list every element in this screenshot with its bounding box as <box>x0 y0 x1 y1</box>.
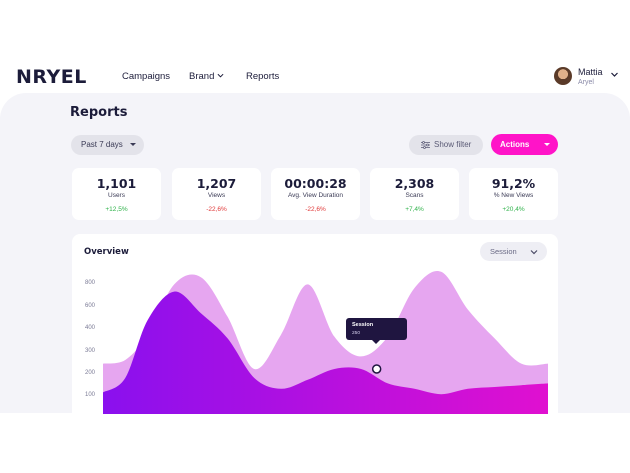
kpi-card-avg-view-duration[interactable]: 00:00:28 Avg. View Duration -22,6% <box>271 168 360 220</box>
kpi-value: 1,207 <box>196 176 237 191</box>
nav-campaigns-label: Campaigns <box>122 71 171 82</box>
nav-brand-label: Brand <box>189 71 215 82</box>
user-name: Mattia <box>578 67 603 77</box>
kpi-card-views[interactable]: 1,207 Views -22,6% <box>172 168 261 220</box>
kpi-label: Scans <box>405 192 424 199</box>
overview-panel: Overview Session 800 600 400 300 200 100… <box>72 234 558 414</box>
kpi-delta: +12,5% <box>105 206 128 213</box>
y-tick-label: 200 <box>85 370 96 376</box>
date-range-select[interactable]: Past 7 days <box>71 135 144 155</box>
kpi-card-new-views[interactable]: 91,2% % New Views +20,4% <box>469 168 558 220</box>
kpi-delta: -22,6% <box>206 206 227 213</box>
kpi-label: Users <box>108 192 125 199</box>
kpi-card-users[interactable]: 1,101 Users +12,5% <box>72 168 161 220</box>
tooltip-title: Session <box>352 322 374 328</box>
kpi-label: Avg. View Duration <box>287 192 344 199</box>
kpi-card-scans[interactable]: 2,308 Scans +7,4% <box>370 168 459 220</box>
date-range-label: Past 7 days <box>81 140 123 149</box>
nav-brand[interactable]: Brand <box>189 71 224 82</box>
caret-down-icon <box>130 143 136 146</box>
kpi-label: % New Views <box>493 192 534 199</box>
metric-select[interactable]: Session <box>480 242 547 261</box>
user-brand: Aryel <box>578 79 594 86</box>
show-filter-label: Show filter <box>434 140 472 149</box>
nav-reports-label: Reports <box>246 71 280 82</box>
kpi-delta: +7,4% <box>405 206 424 213</box>
chevron-down-icon <box>530 250 538 255</box>
y-tick-label: 300 <box>85 348 96 354</box>
logo-text: NRYEL <box>16 66 87 88</box>
series-area-front <box>103 291 548 414</box>
actions-label: Actions <box>500 140 530 149</box>
actions-button[interactable]: Actions <box>491 134 558 155</box>
kpi-value: 91,2% <box>491 176 536 191</box>
y-tick-label: 600 <box>85 303 96 309</box>
show-filter-button[interactable]: Show filter <box>409 135 483 155</box>
kpi-value: 1,101 <box>96 176 137 191</box>
avatar[interactable] <box>554 67 572 85</box>
y-tick-label: 400 <box>85 325 96 331</box>
metric-select-label: Session <box>490 247 517 256</box>
highlight-point[interactable] <box>371 364 382 374</box>
overview-title: Overview <box>84 247 129 257</box>
kpi-label: Views <box>207 192 226 199</box>
chart-tooltip: Session 250 <box>346 318 407 344</box>
y-tick-label: 800 <box>85 280 96 286</box>
kpi-delta: -22,6% <box>305 206 326 213</box>
nav-campaigns[interactable]: Campaigns <box>122 71 170 82</box>
kpi-value: 00:00:28 <box>284 176 347 191</box>
logo[interactable]: NRYEL <box>16 66 87 88</box>
kpi-value: 2,308 <box>394 176 435 191</box>
chevron-down-icon <box>217 73 224 78</box>
page-title: Reports <box>70 105 128 120</box>
kpi-delta: +20,4% <box>502 206 525 213</box>
sliders-icon <box>421 141 430 149</box>
overview-area-chart[interactable] <box>103 252 548 414</box>
nav-reports[interactable]: Reports <box>246 71 279 82</box>
tooltip-value: 250 <box>352 331 361 336</box>
y-tick-label: 100 <box>85 392 96 398</box>
caret-down-icon <box>544 143 550 146</box>
user-menu-chevron-icon[interactable] <box>610 70 619 79</box>
